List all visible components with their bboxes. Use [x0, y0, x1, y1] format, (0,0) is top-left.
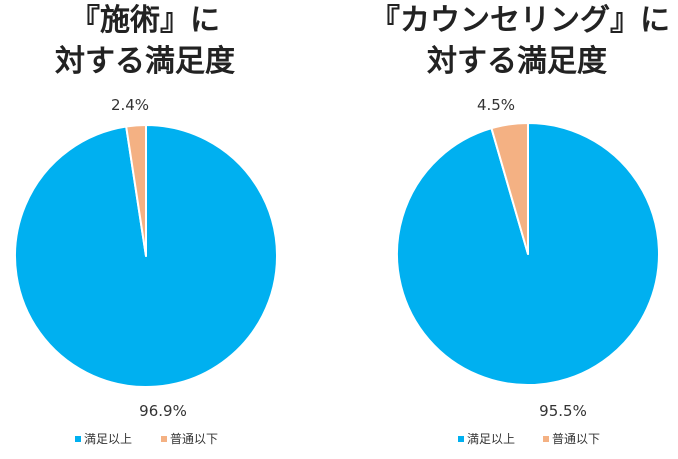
chart-2-large-slice-label: 95.5% — [539, 402, 587, 420]
chart-2-title-line-2: 対する満足度 — [427, 44, 607, 79]
chart-1-slice-average-or-below — [125, 124, 147, 257]
chart-2-legend-swatch-2 — [543, 436, 549, 442]
chart-1-small-slice-label: 2.4% — [111, 96, 149, 114]
chart-2-slices — [396, 122, 660, 386]
pie-chart-1: 『施術』に 対する満足度 2.4% 96.9% 満足以上 普通以下 — [14, 3, 278, 446]
chart-2-title-line-1: 『カウンセリング』に — [370, 3, 670, 38]
chart-1-title-line-2: 対する満足度 — [55, 44, 235, 79]
chart-2-legend-swatch-1 — [458, 436, 464, 442]
chart-1-title-line-1: 『施術』に — [70, 3, 220, 38]
chart-2-small-slice-label: 4.5% — [477, 96, 515, 114]
chart-2-legend-label-2: 普通以下 — [552, 432, 600, 446]
chart-1-legend-swatch-1 — [75, 436, 81, 442]
chart-1-large-slice-label: 96.9% — [139, 402, 187, 420]
chart-1-legend-label-2: 普通以下 — [170, 432, 218, 446]
chart-2-legend: 満足以上 普通以下 — [458, 432, 600, 446]
pie-chart-2: 『カウンセリング』に 対する満足度 4.5% 95.5% 満足以上 普通以下 — [370, 3, 670, 446]
chart-1-slices — [14, 124, 278, 388]
chart-2-slice-average-or-below — [490, 122, 529, 255]
chart-2-legend-label-1: 満足以上 — [467, 432, 515, 446]
chart-1-legend-swatch-2 — [161, 436, 167, 442]
chart-1-legend-label-1: 満足以上 — [84, 432, 132, 446]
chart-1-legend: 満足以上 普通以下 — [75, 432, 218, 446]
